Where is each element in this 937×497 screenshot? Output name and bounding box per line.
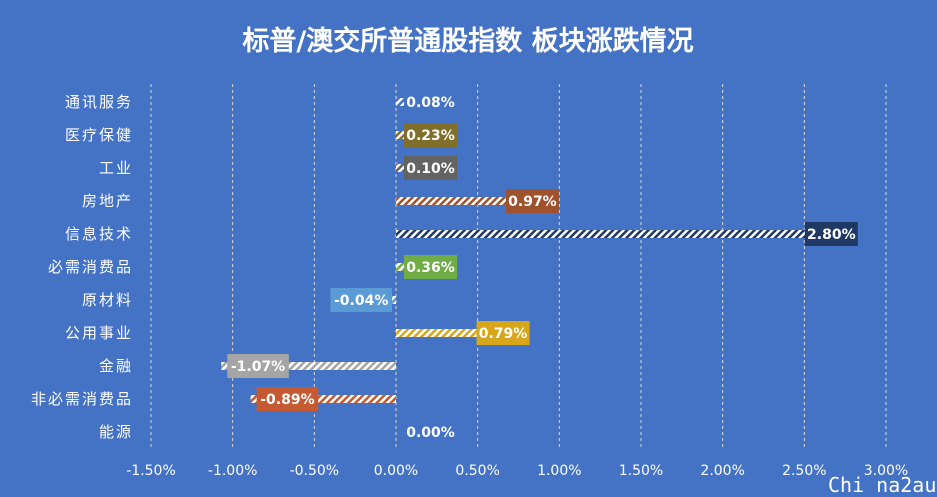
category-label: 通讯服务 xyxy=(65,93,133,111)
x-tick-label: 1.00% xyxy=(537,463,581,479)
data-label-box xyxy=(404,123,457,147)
x-tick-label: 1.50% xyxy=(619,463,663,479)
data-label-box xyxy=(227,354,289,378)
category-label: 房地产 xyxy=(82,192,133,210)
bar xyxy=(396,98,410,106)
data-label: 0.79% xyxy=(479,326,528,342)
bar xyxy=(221,362,396,370)
x-tick-label: 2.00% xyxy=(700,463,744,479)
data-label: 0.10% xyxy=(406,161,455,177)
category-label: 金融 xyxy=(99,357,133,375)
category-label: 信息技术 xyxy=(65,225,133,243)
x-tick-label: 2.50% xyxy=(782,463,826,479)
category-label: 公用事业 xyxy=(65,324,133,342)
x-tick-label: -1.00% xyxy=(208,463,258,479)
data-label: 0.08% xyxy=(406,95,455,111)
category-label: 非必需消费品 xyxy=(31,390,133,408)
x-tick-label: 0.50% xyxy=(455,463,499,479)
category-label: 原材料 xyxy=(82,291,133,309)
data-label: 0.23% xyxy=(406,128,455,144)
data-label-box xyxy=(804,222,858,246)
category-label: 能源 xyxy=(99,423,133,441)
category-label: 必需消费品 xyxy=(48,258,133,276)
bar xyxy=(389,296,396,304)
data-label-box xyxy=(404,90,457,114)
data-label: 0.00% xyxy=(406,425,455,441)
data-label-box xyxy=(330,288,392,312)
category-label: 医疗保健 xyxy=(65,126,133,144)
data-label-box xyxy=(505,189,559,213)
data-label: -1.07% xyxy=(231,359,285,375)
x-tick-label: -1.50% xyxy=(126,463,176,479)
data-label: 0.36% xyxy=(406,260,455,276)
data-label-box xyxy=(404,255,457,279)
data-label-box xyxy=(256,387,319,411)
x-tick-label: 3.00% xyxy=(864,463,908,479)
data-label-box xyxy=(476,321,530,345)
data-label: 0.97% xyxy=(508,194,557,210)
x-tick-label: 0.00% xyxy=(374,463,418,479)
bar xyxy=(250,395,396,403)
data-label: -0.89% xyxy=(260,392,314,408)
bar xyxy=(396,197,555,205)
watermark: Chi na2au xyxy=(828,473,936,497)
x-tick-label: -0.50% xyxy=(290,463,340,479)
bar xyxy=(396,230,854,238)
data-labels: 0.08% 0.23% 0.10% 0.97% 2.80% 0.36% -0.04% 0.79… xyxy=(227,90,858,441)
category-label: 工业 xyxy=(99,159,133,177)
chart-title: 标普/澳交所普通股指数 板块涨跌情况 xyxy=(242,25,693,57)
bars xyxy=(221,98,854,403)
data-label: -0.04% xyxy=(334,293,388,309)
x-tick-labels: -1.50% -1.00% -0.50% 0.00% 0.50% 1.00% 1.50% 2.… xyxy=(126,463,908,479)
data-label: 2.80% xyxy=(807,227,856,243)
bar xyxy=(396,329,526,337)
data-label-box xyxy=(404,156,457,180)
